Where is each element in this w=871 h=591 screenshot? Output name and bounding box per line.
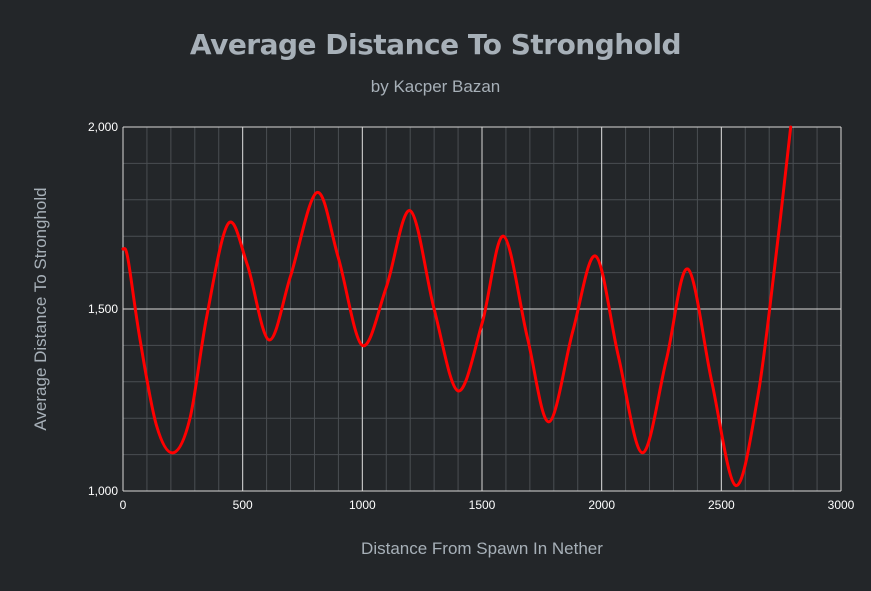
chart-title: Average Distance To Stronghold [189,28,682,61]
x-tick-label: 1000 [349,498,376,512]
x-tick-label: 2500 [708,498,735,512]
series-line [121,125,793,488]
y-tick-label: 1,000 [88,484,118,498]
y-tick-label: 1,500 [88,302,118,316]
major-gridlines [122,126,842,492]
x-tick-label: 2000 [588,498,615,512]
chart-subtitle: by Kacper Bazan [370,77,501,96]
x-tick-label: 1500 [469,498,496,512]
x-tick-label: 500 [233,498,253,512]
plot-series [121,125,793,488]
tick-labels: 0 500 1000 1500 2000 2500 3000 1,000 1,500 2,000 [88,120,855,512]
y-tick-label: 2,000 [88,120,118,134]
x-axis-label: Distance From Spawn In Nether [361,539,603,558]
x-tick-label: 3000 [828,498,855,512]
x-tick-label: 0 [120,498,127,512]
